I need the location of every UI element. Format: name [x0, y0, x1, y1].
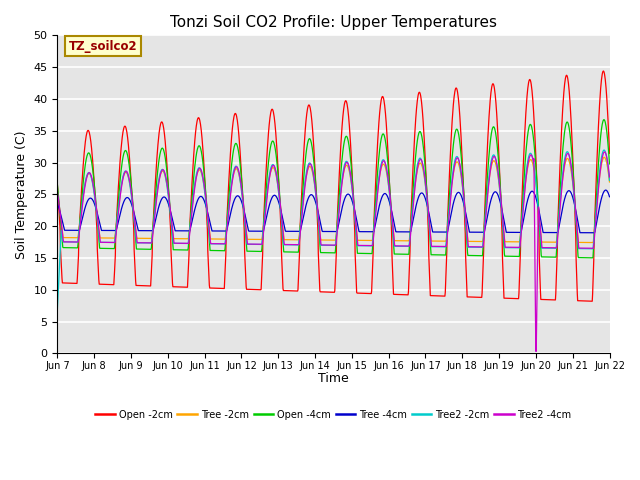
- Y-axis label: Soil Temperature (C): Soil Temperature (C): [15, 130, 28, 259]
- Title: Tonzi Soil CO2 Profile: Upper Temperatures: Tonzi Soil CO2 Profile: Upper Temperatur…: [170, 15, 497, 30]
- Legend: Open -2cm, Tree -2cm, Open -4cm, Tree -4cm, Tree2 -2cm, Tree2 -4cm: Open -2cm, Tree -2cm, Open -4cm, Tree -4…: [92, 406, 575, 424]
- X-axis label: Time: Time: [318, 372, 349, 385]
- Text: TZ_soilco2: TZ_soilco2: [68, 40, 137, 53]
